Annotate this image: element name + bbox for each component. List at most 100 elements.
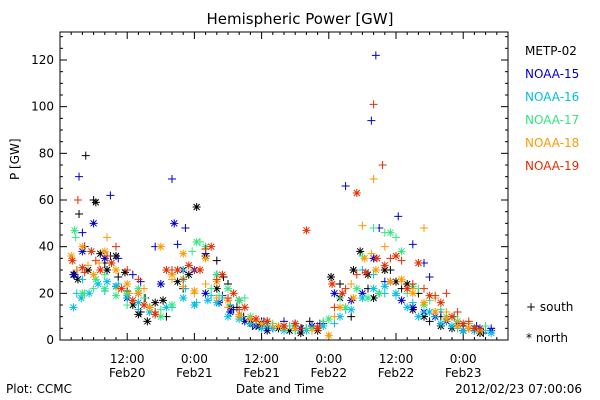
data-point-north-metp-02: [103, 266, 112, 274]
data-point-north-noaa-16: [179, 294, 188, 302]
data-point-north-noaa-19: [140, 301, 148, 309]
data-point-north-noaa-17: [375, 289, 384, 298]
data-point-north-noaa-16: [85, 289, 94, 298]
data-point-north-metp-02: [112, 252, 120, 260]
data-point-south-noaa-16: [78, 275, 87, 284]
data-point-north-noaa-19: [459, 319, 468, 328]
data-point-north-metp-02: [143, 317, 152, 326]
data-point-south-noaa-19: [103, 252, 112, 260]
data-point-south-noaa-17: [207, 284, 216, 293]
data-point-north-noaa-18: [442, 315, 451, 323]
data-point-south-noaa-16: [207, 291, 216, 300]
data-point-north-metp-02: [84, 266, 92, 274]
data-point-north-noaa-18: [397, 275, 406, 284]
data-point-north-metp-02: [403, 280, 412, 288]
data-point-north-noaa-19: [218, 270, 227, 279]
data-point-south-noaa-19: [179, 275, 188, 284]
data-point-north-noaa-16: [425, 308, 434, 316]
data-point-north-metp-02: [420, 312, 428, 321]
data-point-north-metp-02: [151, 298, 160, 307]
data-point-north-noaa-17: [341, 303, 350, 312]
data-point-north-noaa-19: [436, 298, 445, 307]
data-point-south-noaa-19: [296, 324, 305, 333]
data-point-north-noaa-18: [201, 254, 210, 263]
x-tick-label-time: 0:00: [181, 352, 208, 366]
data-point-north-noaa-18: [371, 266, 380, 274]
data-point-north-noaa-18: [156, 242, 165, 251]
data-point-south-noaa-19: [369, 100, 378, 109]
legend-entry-noaa-16: NOAA-16: [525, 90, 580, 104]
x-tick-label-time: 12:00: [244, 352, 279, 366]
legend-entry-noaa-17: NOAA-17: [525, 113, 580, 127]
data-point-north-noaa-15: [397, 296, 406, 305]
data-point-south-noaa-16: [408, 298, 417, 307]
data-point-north-noaa-19: [313, 324, 322, 333]
x-tick-label-time: 12:00: [110, 352, 145, 366]
data-point-north-noaa-17: [324, 315, 333, 323]
data-point-north-noaa-17: [168, 301, 176, 309]
x-axis-label: Date and Time: [235, 382, 325, 396]
data-point-north-noaa-16: [392, 289, 400, 298]
data-point-south-noaa-15: [106, 191, 115, 200]
data-point-north-noaa-18: [431, 308, 440, 316]
star-symbol: *: [526, 331, 532, 345]
y-tick-label: 80: [39, 146, 54, 160]
data-point-north-noaa-17: [212, 270, 221, 279]
data-point-south-noaa-15: [78, 228, 87, 237]
data-point-north-noaa-17: [70, 226, 79, 235]
data-point-south-noaa-19: [73, 196, 82, 204]
data-point-north-metp-02: [392, 277, 400, 286]
data-point-north-noaa-19: [352, 189, 361, 197]
data-point-north-noaa-19: [302, 226, 311, 235]
data-point-north-noaa-16: [112, 282, 120, 291]
data-point-north-noaa-16: [448, 322, 456, 330]
data-point-north-noaa-18: [190, 287, 199, 295]
data-point-south-noaa-18: [212, 294, 221, 302]
data-point-north-noaa-19: [448, 312, 456, 321]
data-point-north-noaa-16: [414, 312, 423, 321]
data-point-north-noaa-17: [192, 238, 201, 246]
x-tick-label-date: Feb21: [176, 366, 213, 380]
data-point-south-noaa-17: [140, 294, 148, 302]
data-point-north-noaa-19: [162, 266, 171, 274]
data-point-north-noaa-18: [453, 322, 462, 330]
data-point-north-noaa-16: [162, 303, 171, 312]
data-point-north-noaa-15: [89, 219, 98, 228]
data-point-south-noaa-18: [347, 280, 356, 288]
data-point-south-metp-02: [75, 210, 84, 218]
data-point-north-metp-02: [120, 268, 129, 277]
data-point-north-noaa-19: [328, 280, 337, 288]
data-point-south-noaa-17: [100, 270, 109, 279]
data-point-south-noaa-18: [201, 280, 210, 288]
data-point-south-noaa-17: [71, 233, 80, 242]
data-point-north-noaa-18: [168, 270, 176, 279]
data-point-north-noaa-19: [207, 242, 216, 251]
data-point-north-noaa-16: [224, 312, 232, 321]
y-tick-label: 100: [31, 100, 54, 114]
y-axis-label: P [GW]: [8, 138, 22, 180]
data-point-north-noaa-17: [386, 228, 395, 237]
data-point-north-noaa-19: [338, 289, 347, 298]
x-tick-label-date: Feb22: [378, 366, 415, 380]
data-point-south-noaa-17: [89, 284, 98, 293]
data-point-north-noaa-18: [324, 331, 333, 340]
x-tick-label-date: Feb23: [445, 366, 482, 380]
data-point-north-noaa-18: [100, 247, 109, 256]
data-point-north-noaa-17: [397, 247, 406, 256]
data-point-north-metp-02: [159, 296, 168, 305]
data-point-north-noaa-18: [464, 324, 473, 333]
data-point-north-noaa-19: [196, 266, 204, 274]
plus-symbol: +: [526, 300, 537, 314]
data-point-north-noaa-16: [459, 326, 468, 335]
data-point-north-noaa-18: [134, 289, 143, 298]
plot-timestamp: 2012/02/23 07:00:06: [455, 382, 582, 396]
data-point-north-noaa-16: [103, 277, 112, 286]
data-point-north-noaa-18: [112, 266, 120, 274]
data-point-north-noaa-19: [263, 317, 272, 326]
data-point-south-noaa-15: [168, 175, 176, 183]
data-point-south-noaa-19: [442, 289, 451, 298]
data-point-south-noaa-19: [378, 161, 387, 169]
data-point-south-noaa-15: [371, 51, 380, 60]
data-point-north-noaa-16: [77, 294, 86, 302]
data-point-north-noaa-19: [117, 284, 126, 293]
